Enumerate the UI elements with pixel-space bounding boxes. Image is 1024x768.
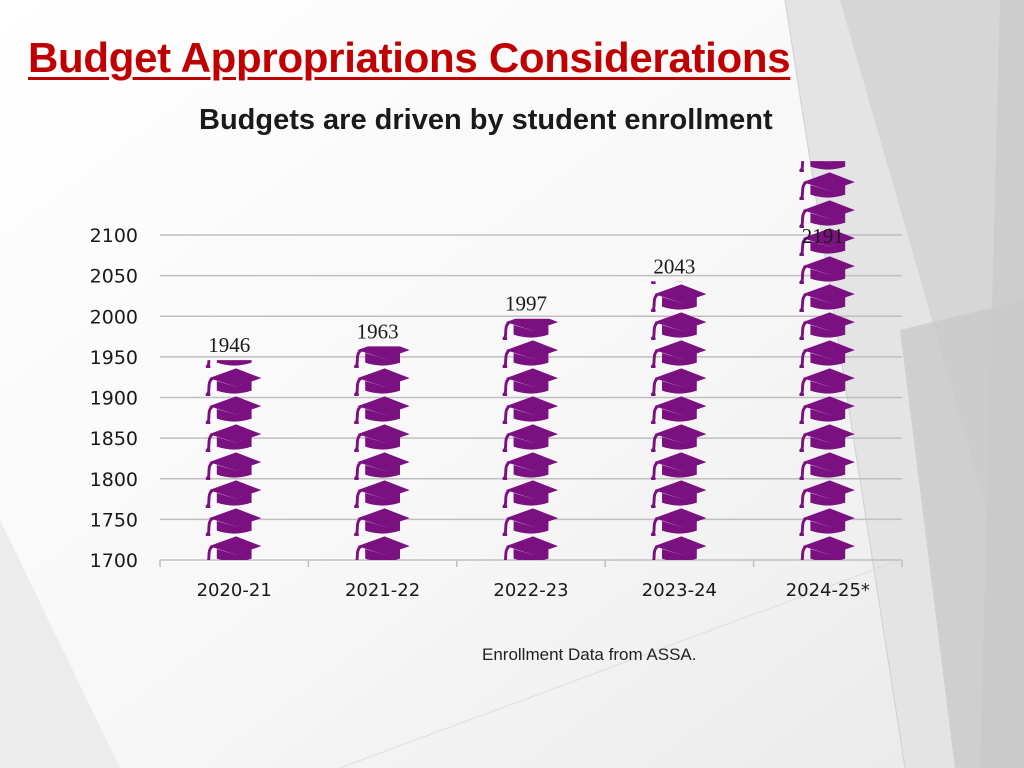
bar-2021-22 — [353, 346, 412, 560]
y-tick-label: 2050 — [90, 266, 138, 288]
graduation-cap-icon — [502, 338, 560, 368]
data-label: 1997 — [505, 292, 547, 316]
data-label: 1963 — [357, 319, 399, 343]
y-tick-label: 1750 — [90, 509, 138, 531]
graduation-cap-icon — [650, 282, 708, 312]
graduation-cap-icon — [650, 338, 708, 368]
graduation-cap-icon — [502, 478, 560, 508]
graduation-cap-icon — [502, 506, 560, 536]
x-category-label: 2023-24 — [642, 580, 717, 601]
graduation-cap-icon — [650, 450, 708, 480]
source-note: Enrollment Data from ASSA. — [482, 645, 697, 664]
data-label: 2191 — [802, 224, 844, 248]
data-label: 1946 — [208, 333, 250, 357]
graduation-cap-icon — [353, 506, 412, 536]
graduation-cap-icon — [650, 366, 708, 396]
graduation-cap-icon — [798, 478, 857, 508]
slide-title: Budget Appropriations Considerations — [28, 34, 791, 81]
bar-2020-21 — [205, 360, 263, 560]
graduation-cap-icon — [353, 366, 412, 396]
graduation-cap-icon — [798, 161, 857, 172]
graduation-cap-icon — [798, 394, 857, 424]
y-tick-label: 1850 — [90, 428, 138, 450]
graduation-cap-icon — [353, 394, 412, 424]
data-label: 2043 — [653, 254, 695, 278]
graduation-cap-icon — [353, 450, 412, 480]
graduation-cap-icon — [798, 450, 857, 480]
x-category-label: 2024-25* — [786, 580, 870, 601]
graduation-cap-icon — [205, 506, 263, 536]
y-tick-label: 1800 — [90, 469, 138, 491]
bar-2024-25* — [798, 161, 857, 560]
graduation-cap-icon — [798, 366, 857, 396]
graduation-cap-icon — [650, 394, 708, 424]
graduation-cap-icon — [353, 478, 412, 508]
graduation-cap-icon — [205, 478, 263, 508]
graduation-cap-icon — [502, 366, 560, 396]
x-category-label: 2022-23 — [493, 580, 568, 601]
y-tick-label: 1700 — [90, 550, 138, 572]
bar-2023-24 — [650, 281, 708, 560]
y-tick-label: 2100 — [90, 225, 138, 247]
y-tick-label: 1950 — [90, 347, 138, 369]
slide-subtitle: Budgets are driven by student enrollment — [199, 104, 773, 136]
graduation-cap-icon — [502, 394, 560, 424]
y-tick-label: 2000 — [90, 306, 138, 328]
graduation-cap-icon — [650, 478, 708, 508]
graduation-cap-icon — [798, 506, 857, 536]
x-category-label: 2021-22 — [345, 580, 420, 601]
graduation-cap-icon — [502, 450, 560, 480]
graduation-cap-icon — [798, 282, 857, 312]
graduation-cap-icon — [650, 506, 708, 536]
x-category-label: 2020-21 — [197, 580, 272, 601]
graduation-cap-icon — [798, 338, 857, 368]
y-tick-label: 1900 — [90, 388, 138, 410]
graduation-cap-icon — [205, 394, 263, 424]
graduation-cap-icon — [205, 450, 263, 480]
graduation-cap-icon — [205, 366, 263, 396]
graduation-cap-icon — [798, 254, 857, 284]
graduation-cap-icon — [798, 170, 857, 200]
graduation-cap-icon — [353, 346, 412, 368]
